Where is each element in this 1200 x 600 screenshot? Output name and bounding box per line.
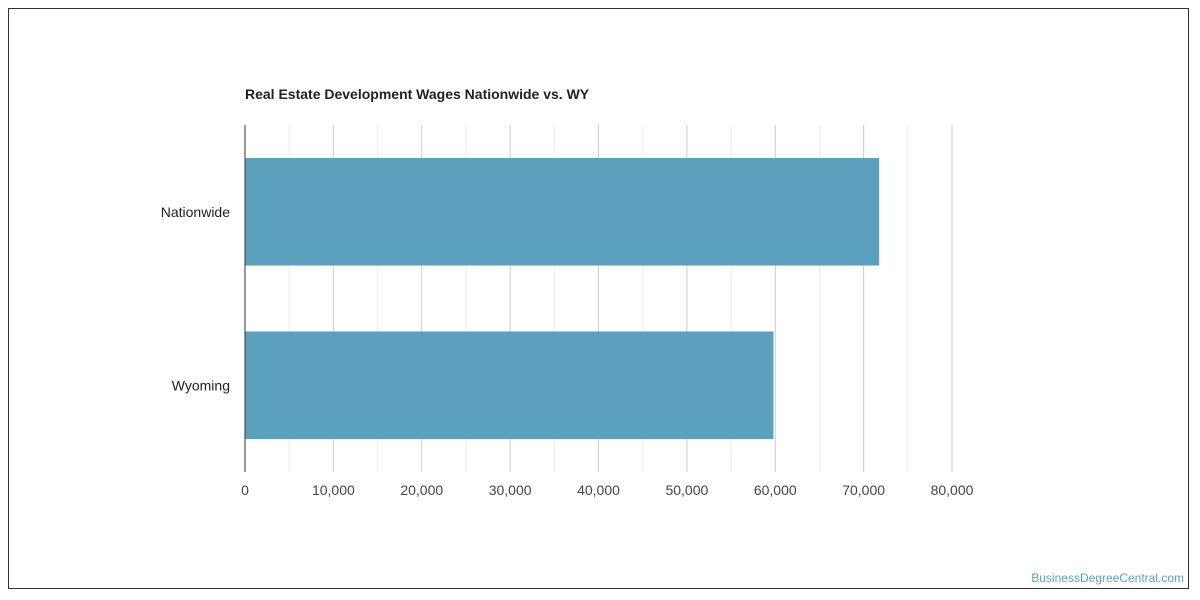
labels: Nationwide Wyoming 0 10,000 20,000 30,000 40,0… (161, 204, 974, 498)
x-tick-label: 10,000 (312, 482, 355, 498)
x-tick-label: 40,000 (577, 482, 620, 498)
x-tick-label: 0 (241, 482, 249, 498)
source-credit[interactable]: BusinessDegreeCentral.com (1031, 571, 1184, 585)
x-tick-label: 60,000 (754, 482, 797, 498)
x-tick-label: 20,000 (400, 482, 443, 498)
x-tick-label: 50,000 (665, 482, 708, 498)
bars (245, 157, 880, 440)
bar-wyoming (245, 331, 774, 440)
x-tick-label: 70,000 (842, 482, 885, 498)
category-label: Nationwide (161, 204, 230, 220)
bar-nationwide (245, 157, 880, 266)
x-tick-label: 30,000 (489, 482, 532, 498)
chart-title: Real Estate Development Wages Nationwide… (245, 86, 590, 102)
category-label: Wyoming (172, 377, 230, 393)
x-tick-label: 80,000 (931, 482, 974, 498)
